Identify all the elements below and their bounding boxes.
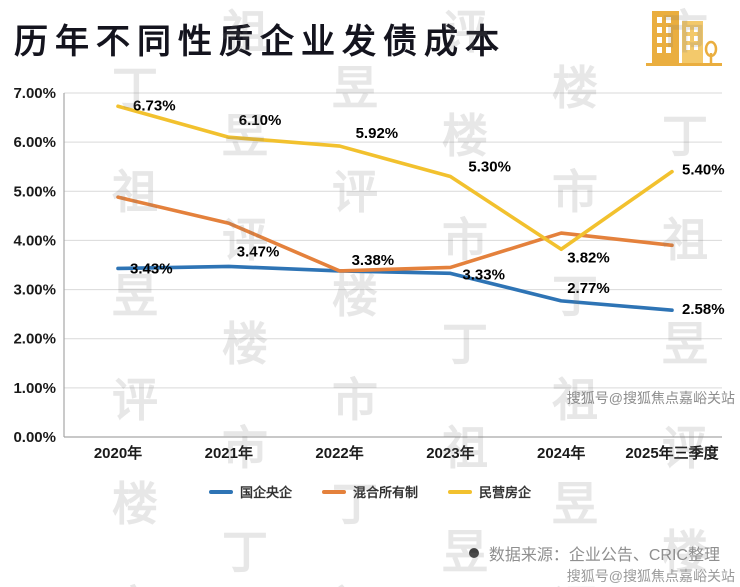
chart-legend: 国企央企 混合所有制 民营房企 (0, 482, 740, 501)
data-label: 2.58% (682, 301, 725, 318)
y-axis-label: 6.00% (13, 134, 56, 151)
data-label: 2.77% (567, 280, 610, 297)
line-chart: 7.00% 6.00% 5.00% 4.00% 3.00% 2.00% 1.00% 0.00%… (13, 85, 725, 462)
x-axis-label: 2024年 (537, 444, 585, 462)
data-label: 5.92% (356, 125, 399, 142)
page-title: 历年不同性质企业发债成本 (14, 23, 506, 61)
y-axis-label: 2.00% (13, 331, 56, 348)
legend-swatch (321, 489, 346, 494)
y-axis-label: 7.00% (13, 85, 56, 102)
source-text: 数据来源：企业公告、CRIC整理 (488, 547, 720, 564)
data-label: 3.33% (462, 266, 505, 283)
legend-item-2: 民营房企 (448, 482, 531, 501)
data-label: 5.30% (468, 159, 511, 176)
legend-label: 国企央企 (239, 485, 292, 500)
data-label: 6.10% (239, 112, 282, 129)
legend-swatch (208, 489, 233, 494)
series-line-0 (116, 264, 674, 313)
legend-label: 混合所有制 (352, 485, 418, 500)
x-axis-label: 2020年 (94, 444, 142, 462)
series-line-2 (116, 104, 674, 252)
y-axis-label: 3.00% (13, 282, 56, 299)
watermark-sohu-bottom: 搜狐号@搜狐焦点嘉峪关站 (566, 568, 735, 584)
legend-swatch (448, 489, 472, 494)
watermark-sohu-mid: 搜狐号@搜狐焦点嘉峪关站 (566, 390, 735, 406)
data-label: 3.47% (237, 243, 280, 260)
buildings-icon-svg (646, 11, 722, 66)
legend-item-1: 混合所有制 (321, 482, 418, 501)
y-axis-label: 0.00% (13, 429, 56, 446)
legend-item-0: 国企央企 (208, 482, 292, 501)
x-axis-label: 2023年 (426, 444, 474, 462)
data-label: 6.73% (133, 97, 176, 114)
y-axis-label: 5.00% (13, 183, 56, 200)
y-axis-label: 1.00% (13, 380, 56, 397)
data-label: 5.40% (682, 162, 725, 179)
legend-label: 民营房企 (479, 485, 532, 500)
source-row: 数据来源：企业公告、CRIC整理 (468, 541, 720, 565)
x-axis-label: 2025年三季度 (625, 444, 719, 462)
data-label: 3.43% (130, 260, 173, 277)
x-axis-label: 2022年 (315, 444, 363, 462)
x-axis-label: 2021年 (205, 444, 253, 462)
data-label: 3.82% (567, 249, 610, 266)
buildings-icon (642, 5, 726, 73)
y-axis-label: 4.00% (13, 232, 56, 249)
bullet-icon (468, 548, 479, 558)
data-label: 3.38% (352, 252, 395, 269)
